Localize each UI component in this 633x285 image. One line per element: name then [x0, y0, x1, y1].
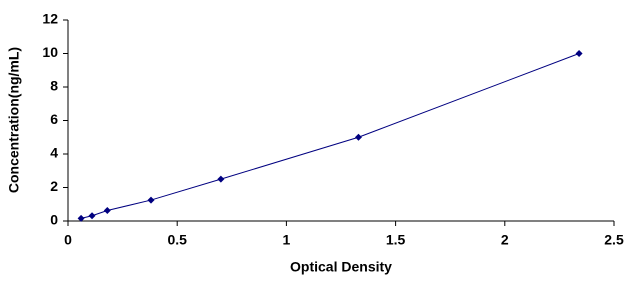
data-point: [354, 133, 362, 141]
y-tick-label: 0: [50, 212, 58, 228]
x-tick-label: 1: [283, 232, 291, 248]
y-tick-label: 2: [50, 178, 58, 194]
x-tick-label: 2.5: [604, 232, 624, 248]
x-tick-label: 1.5: [386, 232, 406, 248]
y-tick-label: 8: [50, 78, 58, 94]
y-tick-label: 4: [50, 145, 58, 161]
data-point: [217, 175, 225, 183]
fit-line: [80, 53, 580, 219]
data-point: [88, 212, 96, 220]
y-tick-label: 12: [42, 11, 58, 27]
x-tick-label: 0: [64, 232, 72, 248]
y-axis-label: Concentration(ng/mL): [6, 47, 22, 193]
x-tick-label: 0.5: [167, 232, 187, 248]
y-tick-label: 10: [42, 44, 58, 60]
data-point: [77, 214, 85, 222]
data-point: [147, 196, 155, 204]
x-axis-label: Optical Density: [290, 259, 392, 275]
data-point: [103, 207, 111, 215]
x-tick-label: 2: [501, 232, 509, 248]
data-point: [575, 50, 583, 57]
y-tick-label: 6: [50, 111, 58, 127]
